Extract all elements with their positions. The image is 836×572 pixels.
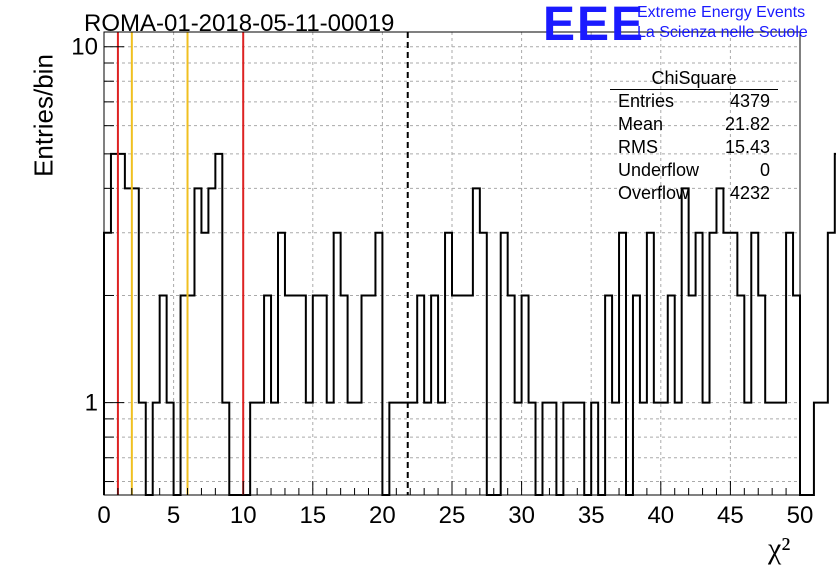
logo-line-1: Extreme Energy Events xyxy=(637,4,806,21)
stats-row-underflow: Underflow 0 xyxy=(610,159,778,182)
x-tick-label: 30 xyxy=(508,502,535,529)
y-axis-label: Entries/bin xyxy=(28,54,59,177)
stats-value: 15.43 xyxy=(724,137,770,157)
stats-label: Entries xyxy=(618,91,675,111)
x-tick-label: 40 xyxy=(647,502,674,529)
y-tick-label: 10 xyxy=(71,34,98,61)
stats-box: ChiSquare Entries 4379 Mean 21.82 RMS 15.43… xyxy=(610,66,778,205)
stats-label: RMS xyxy=(618,137,658,157)
stats-title: ChiSquare xyxy=(610,66,778,90)
eee-logo: EEE xyxy=(543,0,646,51)
x-tick-label: 15 xyxy=(299,502,326,529)
logo-caption: Extreme Energy Events La Scienza nelle S… xyxy=(637,3,808,43)
stats-label: Overflow xyxy=(618,183,690,203)
stats-row-rms: RMS 15.43 xyxy=(610,136,778,159)
stats-row-entries: Entries 4379 xyxy=(610,90,778,113)
logo-line-2: La Scienza nelle Scuole xyxy=(637,24,808,41)
x-tick-label: 0 xyxy=(97,502,110,529)
stats-label: Mean xyxy=(618,114,664,134)
stats-value: 0 xyxy=(759,160,770,180)
x-tick-label: 20 xyxy=(369,502,396,529)
x-tick-label: 5 xyxy=(167,502,180,529)
x-tick-label: 25 xyxy=(439,502,466,529)
x-tick-label: 10 xyxy=(230,502,257,529)
x-tick-label: 50 xyxy=(787,502,814,529)
x-axis-label: χ² xyxy=(768,532,791,565)
stats-row-overflow: Overflow 4232 xyxy=(610,182,778,205)
stats-label: Underflow xyxy=(618,160,700,180)
stats-value: 4379 xyxy=(729,91,770,111)
chart-title: ROMA-01-2018-05-11-00019 xyxy=(84,10,395,37)
stats-value: 21.82 xyxy=(724,114,770,134)
x-tick-label: 45 xyxy=(717,502,744,529)
y-tick-label: 1 xyxy=(85,390,98,417)
x-tick-label: 35 xyxy=(578,502,605,529)
stats-value: 4232 xyxy=(729,183,770,203)
stats-row-mean: Mean 21.82 xyxy=(610,113,778,136)
